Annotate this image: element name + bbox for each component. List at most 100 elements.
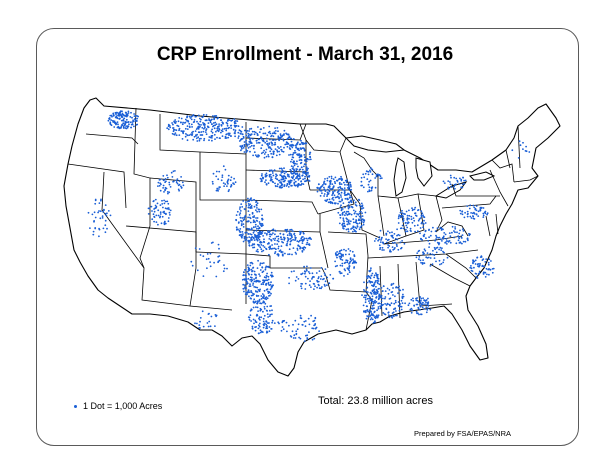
- enrollment-dot: [100, 199, 102, 202]
- enrollment-dot: [449, 181, 451, 183]
- enrollment-dot: [425, 311, 428, 314]
- enrollment-dot: [376, 281, 379, 284]
- enrollment-dot: [249, 206, 252, 209]
- enrollment-dot: [369, 179, 372, 182]
- enrollment-dot: [300, 161, 303, 164]
- enrollment-dot: [208, 136, 211, 138]
- enrollment-dot: [271, 284, 274, 287]
- enrollment-dot: [344, 269, 347, 272]
- enrollment-dot: [292, 337, 295, 339]
- enrollment-dot: [127, 110, 130, 113]
- enrollment-dot: [278, 139, 280, 142]
- enrollment-dot: [247, 200, 249, 203]
- enrollment-dot: [280, 167, 283, 170]
- enrollment-dot: [479, 262, 481, 265]
- enrollment-dot: [274, 252, 276, 255]
- enrollment-dot: [100, 198, 102, 201]
- enrollment-dot: [401, 214, 404, 217]
- enrollment-dot: [308, 284, 311, 287]
- enrollment-dot: [115, 115, 118, 118]
- enrollment-dot: [368, 309, 371, 312]
- enrollment-dot: [432, 249, 434, 252]
- enrollment-dot: [180, 121, 182, 124]
- enrollment-dot: [359, 210, 361, 213]
- enrollment-dot: [205, 129, 207, 132]
- enrollment-dot: [349, 250, 352, 252]
- enrollment-dot: [247, 289, 250, 292]
- enrollment-dot: [243, 278, 246, 281]
- enrollment-dot: [283, 238, 286, 241]
- enrollment-dot: [340, 175, 342, 178]
- enrollment-dot: [304, 288, 307, 290]
- enrollment-dot: [525, 145, 527, 148]
- enrollment-dot: [300, 273, 303, 276]
- enrollment-dot: [258, 131, 261, 134]
- enrollment-dot: [407, 304, 410, 307]
- enrollment-dot: [382, 312, 385, 314]
- enrollment-dot: [127, 112, 130, 114]
- enrollment-dot: [293, 181, 296, 184]
- enrollment-dot: [327, 192, 330, 195]
- enrollment-dot: [243, 216, 246, 219]
- enrollment-dot: [482, 271, 485, 274]
- enrollment-dot: [238, 214, 241, 216]
- enrollment-dot: [162, 175, 165, 177]
- enrollment-dot: [341, 198, 343, 201]
- enrollment-dot: [241, 278, 244, 281]
- enrollment-dot: [254, 154, 257, 157]
- enrollment-dot: [267, 275, 270, 278]
- enrollment-dot: [401, 240, 403, 242]
- enrollment-dot: [366, 178, 369, 181]
- enrollment-dot: [116, 126, 119, 129]
- enrollment-dot: [411, 309, 414, 312]
- enrollment-dot: [292, 144, 295, 147]
- enrollment-dot: [384, 297, 386, 300]
- enrollment-dot: [175, 181, 178, 184]
- enrollment-dot: [212, 125, 214, 128]
- enrollment-dot: [227, 132, 230, 135]
- enrollment-dot: [204, 126, 206, 129]
- enrollment-dot: [360, 184, 363, 187]
- enrollment-dot: [260, 152, 263, 155]
- enrollment-dot: [157, 185, 159, 188]
- enrollment-dot: [292, 156, 295, 159]
- enrollment-dot: [265, 248, 268, 251]
- enrollment-dot: [222, 165, 225, 168]
- enrollment-dot: [122, 122, 125, 125]
- enrollment-dot: [262, 326, 265, 329]
- enrollment-dot: [459, 209, 462, 212]
- enrollment-dot: [250, 297, 253, 300]
- enrollment-dot: [119, 112, 121, 115]
- enrollment-dot: [339, 264, 342, 267]
- enrollment-dots: [87, 110, 531, 342]
- enrollment-dot: [391, 315, 394, 317]
- enrollment-dot: [449, 235, 452, 238]
- enrollment-dot: [485, 267, 488, 270]
- enrollment-dot: [295, 330, 298, 333]
- enrollment-dot: [415, 256, 418, 259]
- enrollment-dot: [258, 221, 261, 223]
- enrollment-dot: [425, 237, 427, 240]
- enrollment-dot: [255, 235, 258, 238]
- enrollment-dot: [255, 209, 257, 212]
- enrollment-dot: [207, 325, 210, 328]
- enrollment-dot: [259, 307, 262, 310]
- enrollment-dot: [159, 204, 162, 207]
- enrollment-dot: [389, 304, 391, 307]
- enrollment-dot: [442, 259, 445, 261]
- enrollment-dot: [257, 300, 259, 303]
- lake-michigan: [393, 157, 407, 197]
- enrollment-dot: [323, 272, 326, 275]
- enrollment-dot: [224, 168, 227, 171]
- enrollment-dot: [374, 177, 377, 179]
- enrollment-dot: [164, 200, 167, 203]
- enrollment-dot: [261, 250, 263, 253]
- enrollment-dot: [162, 206, 164, 209]
- enrollment-dot: [381, 290, 384, 293]
- enrollment-dot: [174, 119, 177, 121]
- enrollment-dot: [254, 326, 256, 329]
- enrollment-dot: [326, 177, 329, 180]
- enrollment-dot: [309, 158, 312, 161]
- enrollment-dot: [459, 212, 462, 215]
- enrollment-dot: [418, 218, 421, 221]
